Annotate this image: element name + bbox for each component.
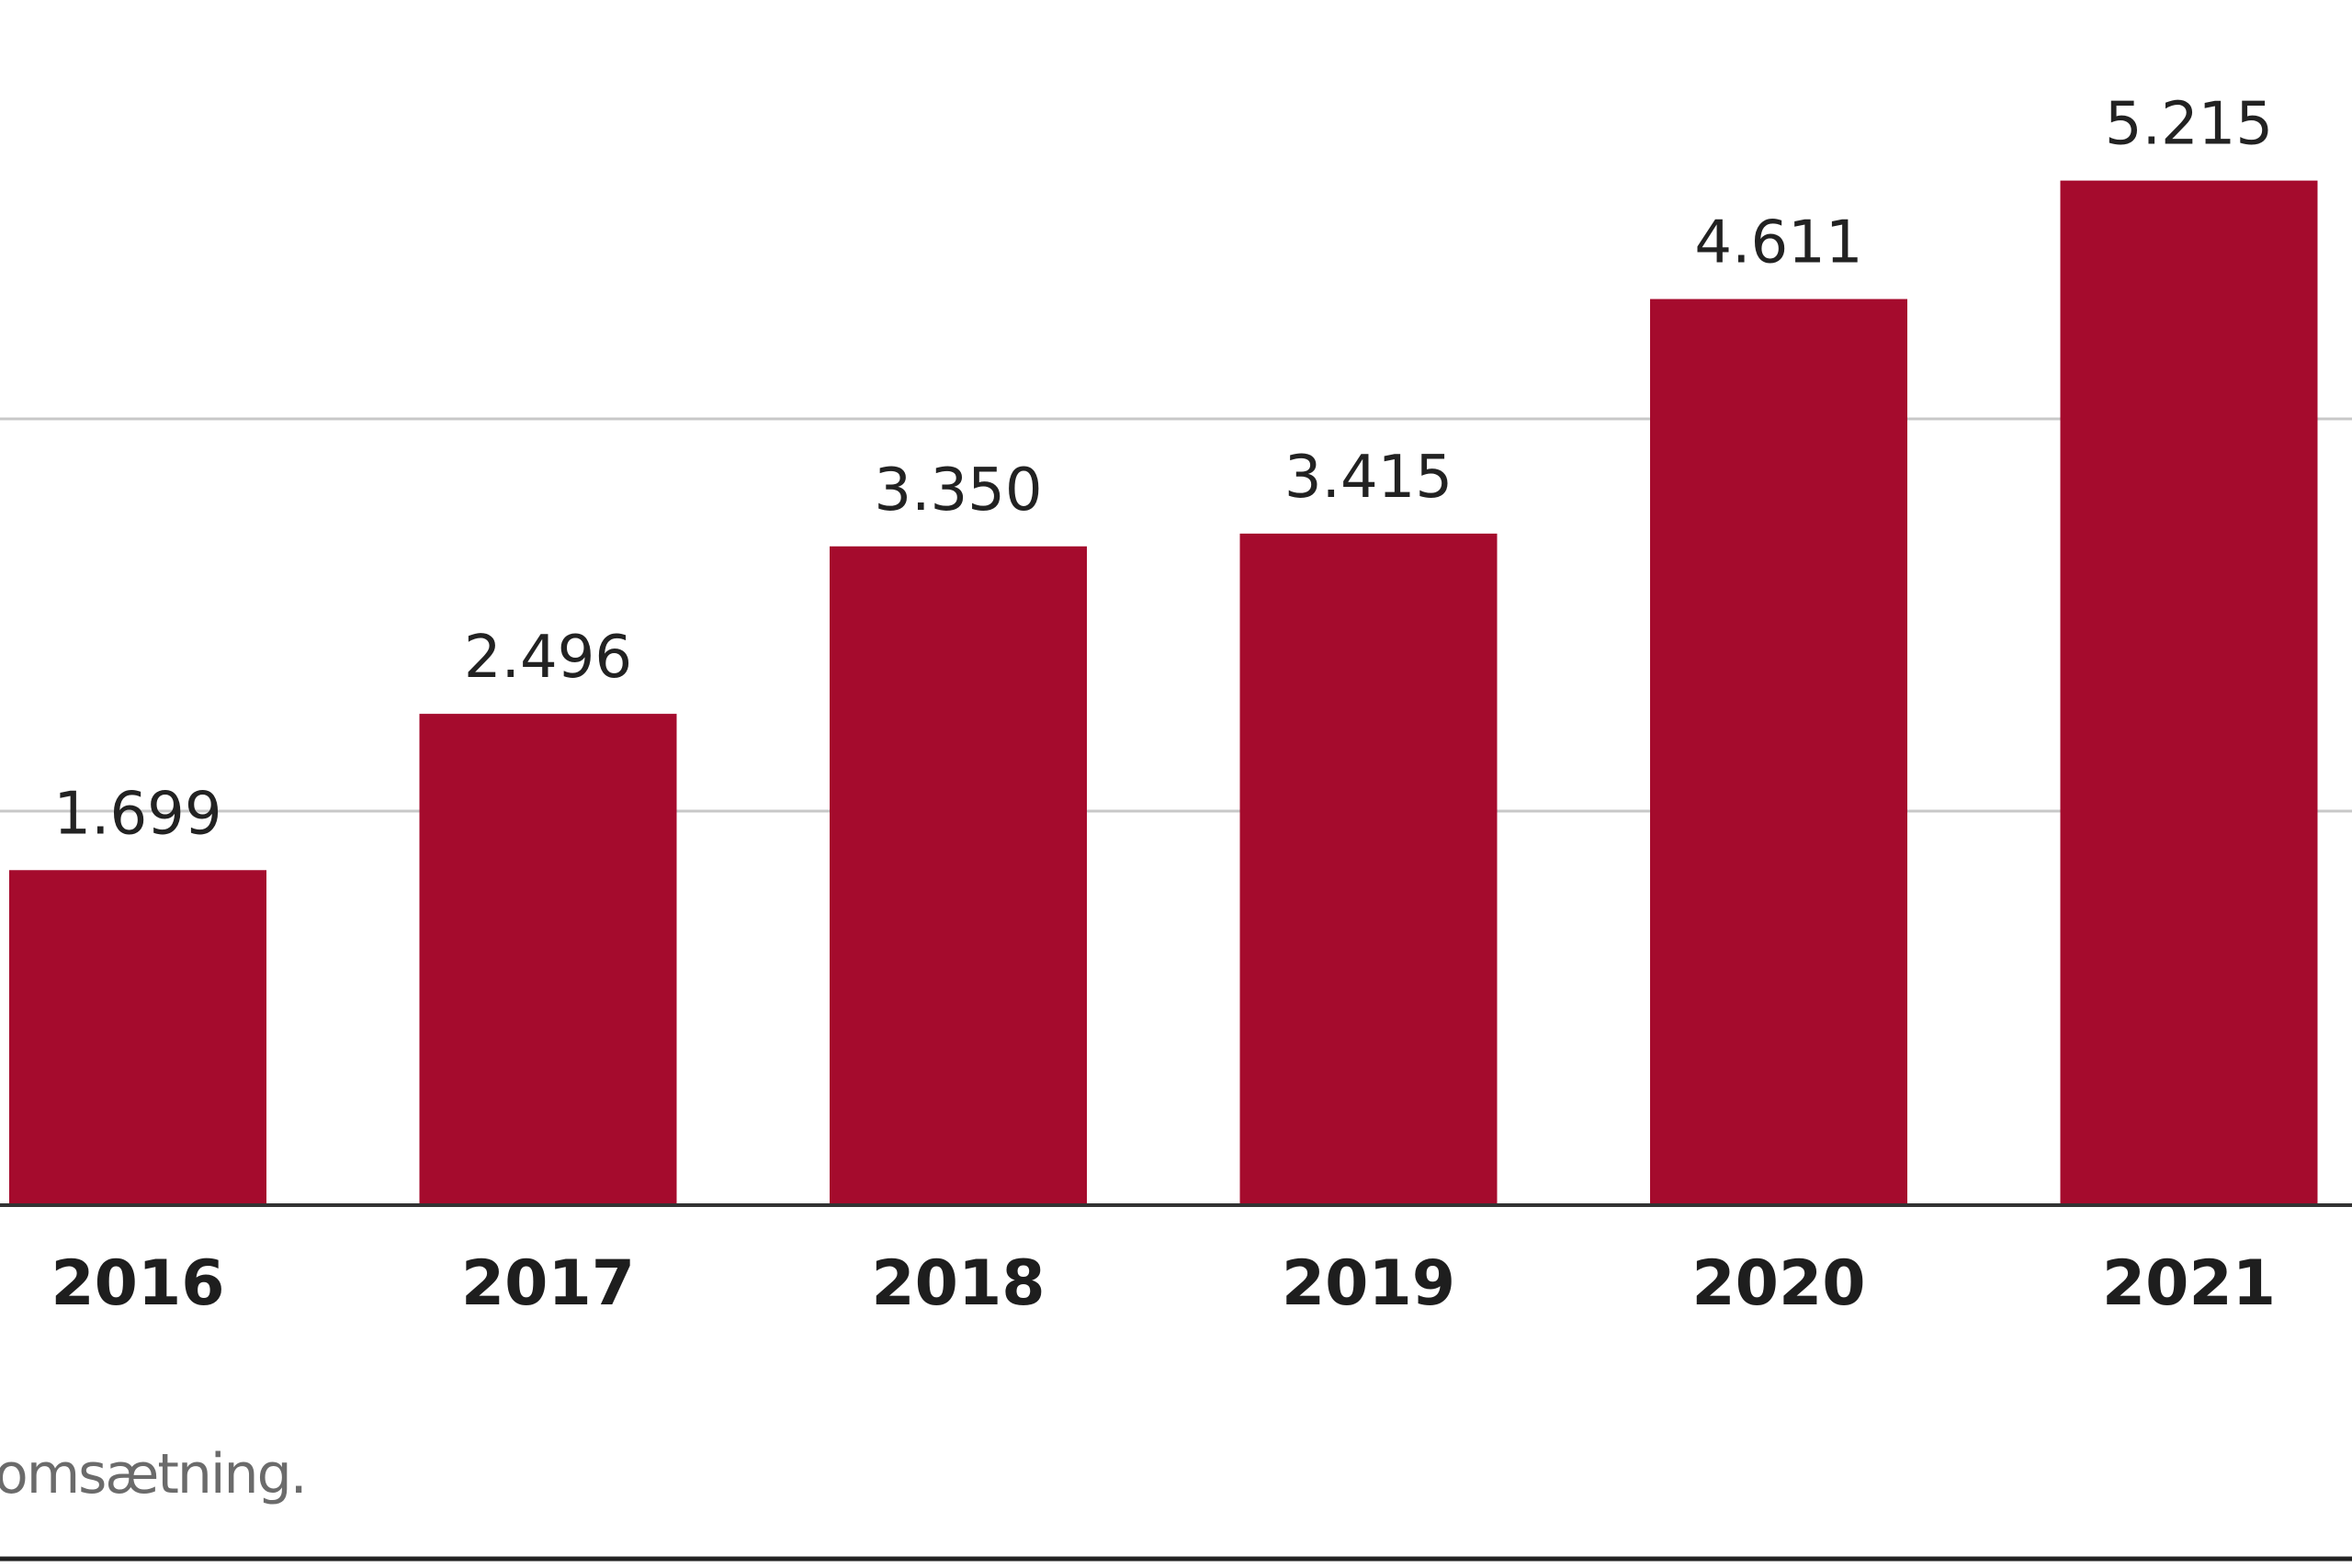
x-tick-2020: 2020 [1691, 1247, 1865, 1320]
gridlines [0, 417, 2352, 813]
value-label-2018: 3.350 [874, 457, 1042, 525]
x-tick-2016: 2016 [51, 1247, 224, 1320]
footnote-text: omsætning. [0, 1442, 306, 1506]
x-tick-2017: 2017 [461, 1247, 635, 1320]
bar-2018 [830, 546, 1087, 1203]
bar-2016 [9, 870, 266, 1203]
bars [9, 180, 2318, 1203]
bar-2020 [1650, 299, 1907, 1203]
bar-2017 [419, 714, 677, 1203]
value-label-2017: 2.496 [464, 624, 632, 692]
x-tick-labels: 2016 2017 2018 2019 2020 2021 [51, 1247, 2276, 1320]
value-label-2019: 3.415 [1284, 444, 1453, 512]
value-label-2020: 4.611 [1694, 209, 1862, 277]
value-labels: 1.699 2.496 3.350 3.415 4.611 5.215 [53, 91, 2273, 849]
x-tick-2018: 2018 [871, 1247, 1045, 1320]
bar-2019 [1239, 533, 1498, 1203]
bar-2021 [2060, 180, 2318, 1203]
value-label-2021: 5.215 [2105, 91, 2273, 159]
x-tick-2019: 2019 [1282, 1247, 1455, 1320]
x-tick-2021: 2021 [2102, 1247, 2276, 1320]
value-label-2016: 1.699 [53, 780, 221, 848]
